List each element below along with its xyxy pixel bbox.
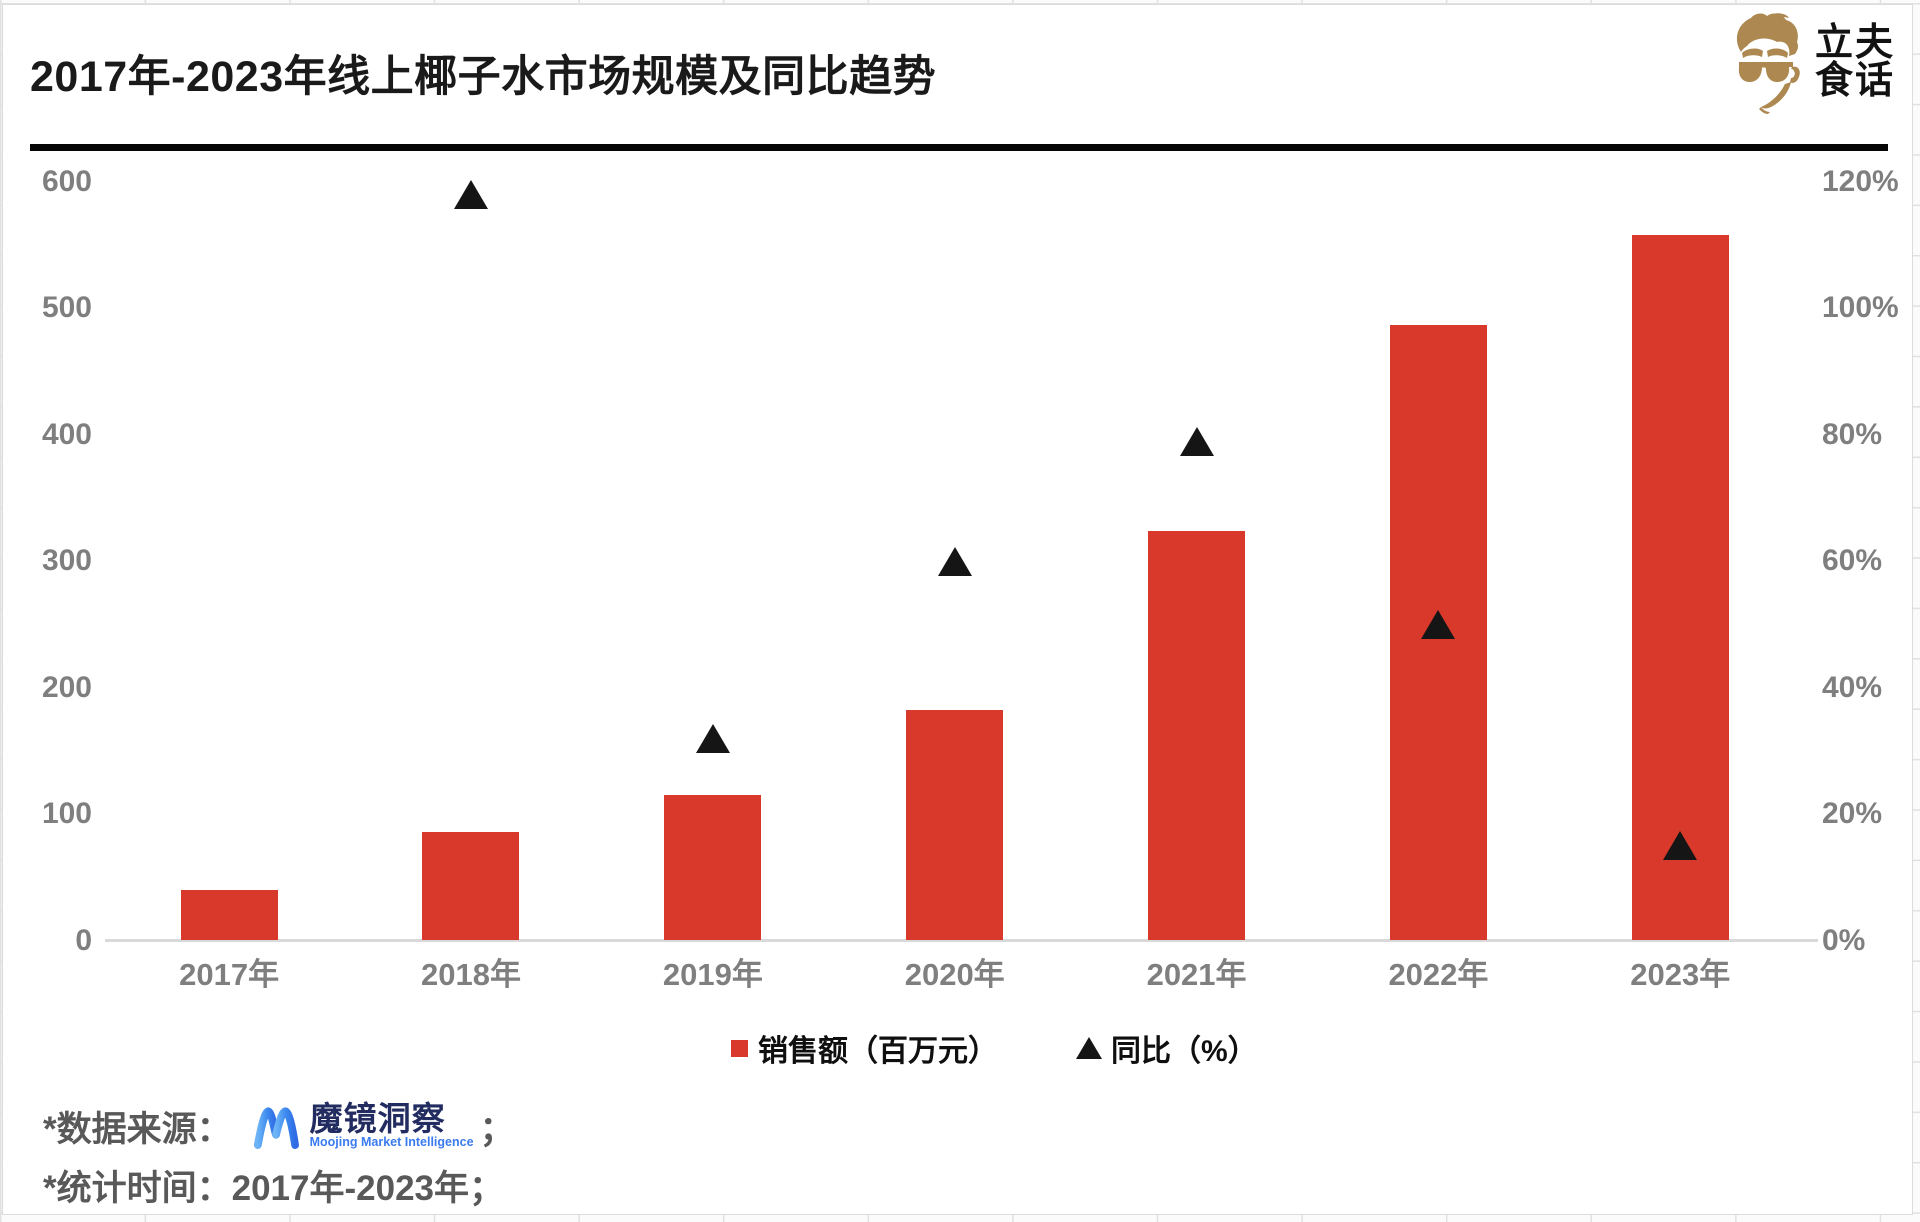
x-axis-label: 2023年 [1630,957,1731,992]
brand-name-line1: 立夫 [1815,22,1896,64]
left-axis-tick: 600 [41,165,92,198]
left-axis-tick: 100 [41,797,92,831]
x-axis-label: 2022年 [1388,957,1489,992]
bar-2018年 [422,831,520,941]
brand-face-icon [1736,13,1800,114]
moojing-name-en: Moojing Market Intelligence [309,1135,474,1149]
x-axis-label: 2020年 [904,957,1005,992]
yoy-triangle-icon [1076,1037,1102,1059]
legend-label-yoy: 同比（%） [1111,1035,1258,1068]
right-axis-tick: 120% [1822,165,1899,198]
right-axis-tick: 40% [1822,670,1883,704]
legend-label-sales: 销售额（百万元） [758,1035,998,1068]
stat-period-text: *统计时间：2017年-2023年； [43,1169,504,1208]
title-divider [30,144,1888,151]
x-axis-label: 2018年 [421,957,521,992]
bar-2019年 [664,795,762,941]
data-source-prefix: *数据来源： [43,1109,232,1149]
data-source-row: *数据来源： 魔镜洞察 [43,1098,515,1154]
chart-legend: 销售额（百万元） 同比（%） [0,1031,1920,1068]
bar-2017年 [180,889,278,941]
x-axis-label: 2021年 [1146,957,1247,992]
sales-square-icon [731,1039,748,1057]
left-axis-tick: 400 [41,417,92,451]
moojing-name-cn: 魔镜洞察 [309,1100,446,1137]
legend-item-sales: 销售额（百万元） [731,1031,998,1068]
left-axis-tick: 0 [75,923,92,957]
left-axis-tick: 200 [41,670,92,704]
moojing-m-icon [253,1107,299,1149]
left-axis-tick: 300 [41,544,92,578]
x-axis-label: 2017年 [179,957,280,992]
x-axis-label: 2019年 [662,957,763,992]
brand-name: 立夫 食话 [1815,24,1895,100]
brand-logo: 立夫 食话 [1729,12,1895,114]
yoy-marker-2021年 [1179,426,1214,456]
yoy-marker-2020年 [937,546,972,576]
yoy-marker-2022年 [1421,609,1456,639]
right-axis-tick: 80% [1822,417,1883,451]
legend-item-yoy: 同比（%） [1076,1031,1258,1068]
right-axis-tick: 20% [1822,797,1883,831]
yoy-marker-2018年 [453,180,488,210]
right-axis-tick: 100% [1822,291,1899,325]
stat-period-row: *统计时间：2017年-2023年； [43,1160,504,1211]
page-title: 2017年-2023年线上椰子水市场规模及同比趋势 [30,53,937,101]
bar-2023年 [1631,235,1729,941]
right-axis-tick: 60% [1822,544,1883,578]
bar-2021年 [1148,530,1246,941]
moojing-name: 魔镜洞察 Moojing Market Intelligence [310,1102,474,1150]
chart-card [2,4,1913,1215]
bar-2020年 [906,710,1004,941]
left-axis-tick: 500 [41,291,92,325]
brand-name-line2: 食话 [1815,60,1896,102]
right-axis-tick: 0% [1822,923,1866,957]
moojing-logo: 魔镜洞察 Moojing Market Intelligence [250,1100,474,1152]
data-source-suffix: ； [479,1109,515,1149]
yoy-marker-2023年 [1663,831,1698,861]
yoy-marker-2019年 [695,723,730,753]
